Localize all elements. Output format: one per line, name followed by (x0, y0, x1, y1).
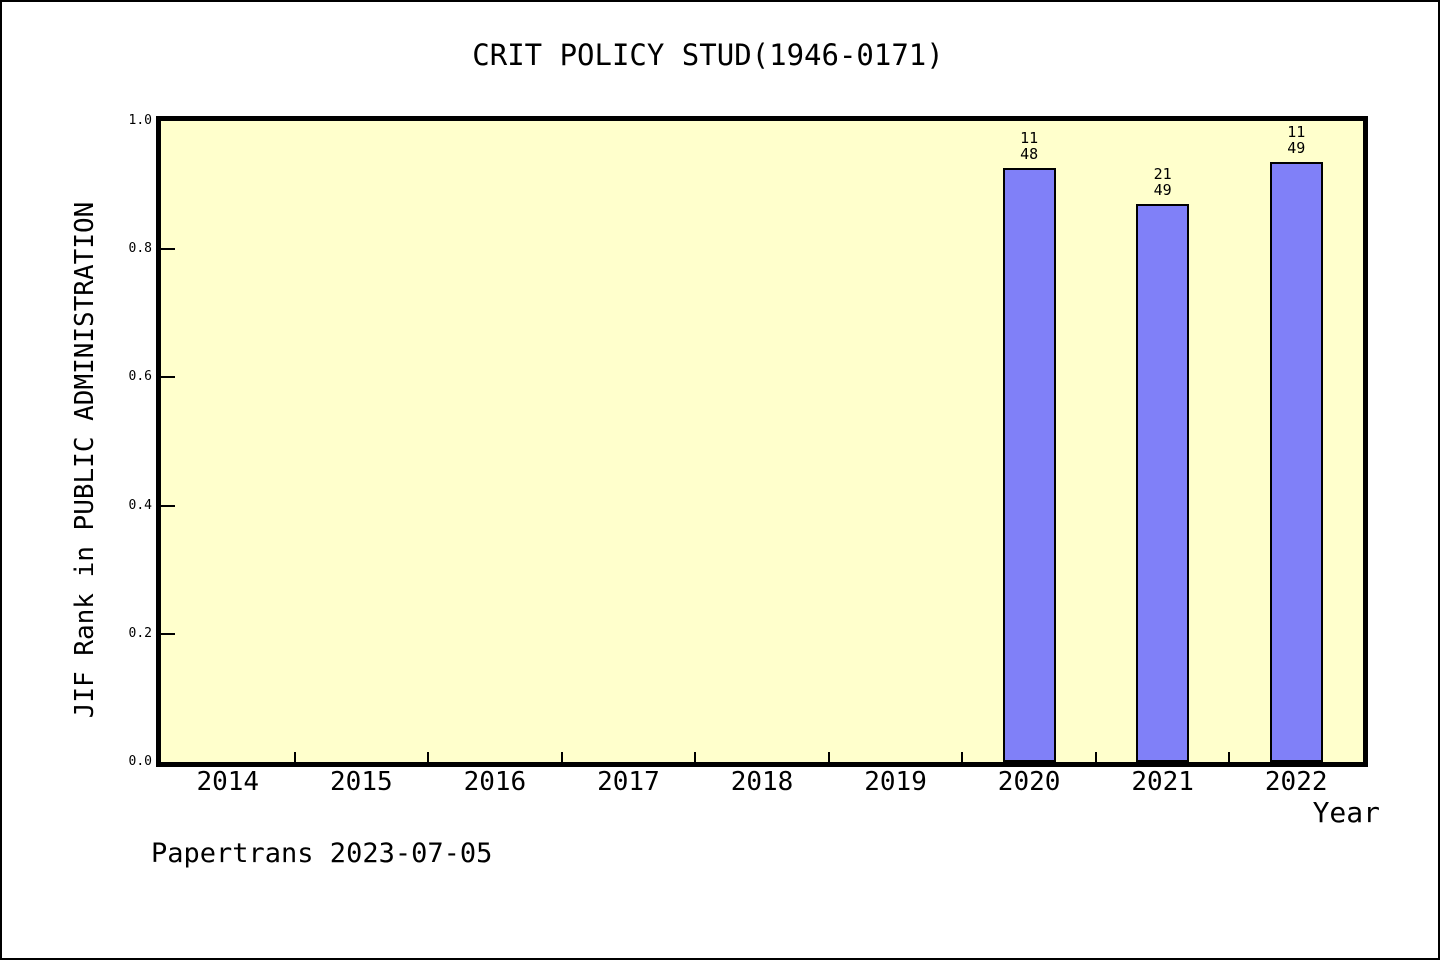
x-tick-mark (293, 752, 296, 762)
y-tick-mark (161, 248, 175, 251)
y-tick-label: 0.0 (128, 754, 152, 769)
y-tick-label: 0.4 (128, 497, 152, 513)
bar-annotation-2021: 21 49 (1153, 164, 1172, 199)
x-category-label: 2018 (730, 767, 794, 797)
x-category-label: 2019 (864, 767, 927, 797)
x-tick-mark (1094, 752, 1097, 762)
y-tick-label: 0.6 (128, 369, 152, 385)
y-tick-label: 0.8 (128, 241, 152, 257)
x-tick-mark (427, 752, 430, 762)
chart-title: CRIT POLICY STUD(1946-0171) (472, 38, 944, 72)
watermark-text: Papertrans 2023-07-05 (151, 838, 493, 869)
y-axis-label: JIF Rank in PUBLIC ADMINISTRATION (70, 201, 100, 719)
x-tick-mark (961, 752, 964, 762)
y-tick-label: 1.0 (128, 113, 152, 128)
y-tick-mark (161, 376, 175, 379)
y-tick-mark (161, 632, 175, 635)
bar-2022 (1269, 162, 1323, 762)
bar-annotation-2022: 11 49 (1287, 123, 1306, 158)
y-tick-label: 0.2 (128, 625, 152, 641)
x-tick-mark (694, 752, 697, 762)
bar-annotation-2020: 11 48 (1020, 128, 1039, 163)
x-axis-label: Year (1312, 796, 1380, 829)
x-tick-mark (1228, 752, 1231, 762)
x-tick-mark (827, 752, 830, 762)
x-category-label: 2022 (1264, 767, 1328, 797)
x-category-label: 2014 (196, 767, 260, 797)
x-category-label: 2021 (1131, 767, 1194, 797)
x-tick-mark (560, 752, 563, 762)
x-category-label: 2017 (597, 767, 660, 797)
y-tick-mark (161, 504, 175, 507)
x-category-label: 2015 (330, 767, 393, 797)
x-category-label: 2020 (997, 767, 1061, 797)
bar-2021 (1136, 203, 1190, 762)
bar-2020 (1002, 167, 1056, 762)
x-category-label: 2016 (463, 767, 527, 797)
